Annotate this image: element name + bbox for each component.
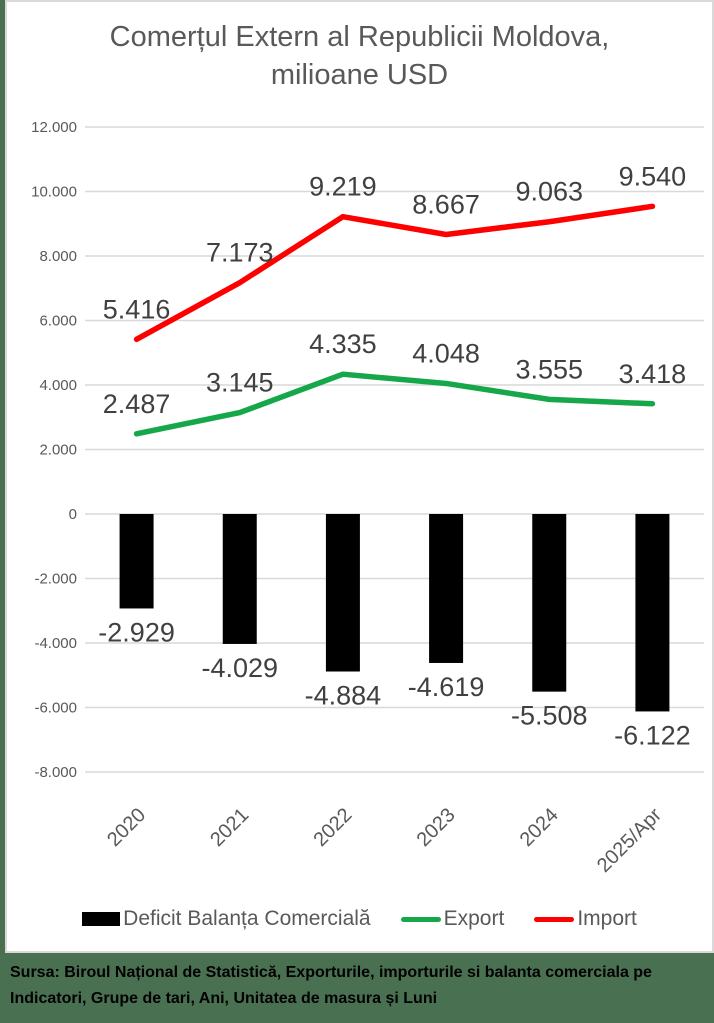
chart-panel: Comerțul Extern al Republicii Moldova, m… (5, 0, 714, 953)
chart-legend: Deficit Balanța Comercială Export Import (7, 907, 712, 931)
y-tick-label: 2.000 (39, 442, 77, 459)
y-tick-label: 10.000 (31, 184, 77, 201)
bar-data-label: -5.508 (511, 701, 588, 731)
x-axis-label: 2021 (206, 804, 253, 851)
source-text: Sursa: Biroul Național de Statistică, Ex… (10, 964, 652, 1007)
line-data-label: 3.555 (515, 354, 583, 384)
export-line-swatch-icon (400, 916, 441, 922)
import-line-swatch-icon (534, 916, 575, 922)
bar-data-label: -4.619 (408, 672, 485, 702)
deficit-bar (325, 514, 360, 672)
chart-title: Comerțul Extern al Republicii Moldova, m… (7, 18, 712, 95)
y-tick-label: 12.000 (31, 119, 77, 136)
deficit-bar (635, 514, 670, 712)
line-data-label: 8.667 (412, 189, 480, 219)
chart-title-line1: Comerțul Extern al Republicii Moldova, (109, 21, 610, 53)
legend-item-export: Export (400, 907, 505, 931)
line-data-label: 3.418 (619, 359, 687, 389)
bar-data-label: -2.929 (98, 617, 175, 647)
y-tick-label: -8.000 (34, 764, 77, 781)
bar-data-label: -6.122 (614, 720, 691, 750)
x-axis-label: 2023 (413, 804, 460, 851)
line-data-label: 7.173 (206, 238, 274, 268)
y-tick-label: 8.000 (39, 248, 77, 265)
chart-svg: 12.000 10.000 8.000 6.000 4.000 2.000 0 -2.000 -… (31, 119, 704, 877)
x-axis-label: 2020 (103, 804, 150, 851)
deficit-bar (222, 514, 257, 644)
line-data-label: 3.145 (206, 368, 274, 398)
legend-label-export: Export (443, 907, 505, 930)
x-axis-label: 2025/Apr (593, 804, 666, 877)
y-tick-label: 4.000 (39, 377, 77, 394)
y-tick-label: -4.000 (34, 635, 77, 652)
legend-label-deficit: Deficit Balanța Comercială (123, 907, 371, 930)
line-data-label: 4.048 (412, 338, 480, 368)
bar-data-label: -4.029 (201, 653, 278, 683)
deficit-bar (532, 514, 567, 692)
y-tick-label: -2.000 (34, 571, 77, 588)
deficit-bar (429, 514, 464, 663)
line-data-label: 9.219 (309, 172, 377, 202)
x-axis-label: 2024 (516, 804, 563, 851)
line-data-label: 9.540 (619, 161, 687, 191)
source-band: Sursa: Biroul Național de Statistică, Ex… (0, 953, 714, 1023)
y-tick-label: 6.000 (39, 313, 77, 330)
line-data-label: 2.487 (103, 389, 171, 419)
y-tick-label: 0 (69, 506, 77, 523)
line-data-label: 5.416 (103, 294, 171, 324)
line-data-label: 4.335 (309, 329, 377, 359)
chart-title-line2: milioane USD (270, 59, 449, 92)
deficit-swatch-icon (82, 912, 121, 926)
deficit-bar (119, 514, 154, 609)
legend-item-import: Import (534, 907, 637, 931)
import-line (133, 203, 656, 343)
legend-label-import: Import (577, 907, 637, 930)
export-line (133, 371, 656, 437)
y-tick-label: -6.000 (34, 700, 77, 717)
legend-item-deficit: Deficit Balanța Comercială (82, 907, 371, 931)
bar-data-label: -4.884 (305, 681, 382, 711)
x-axis-label: 2022 (309, 804, 356, 851)
line-data-label: 9.063 (515, 177, 583, 207)
